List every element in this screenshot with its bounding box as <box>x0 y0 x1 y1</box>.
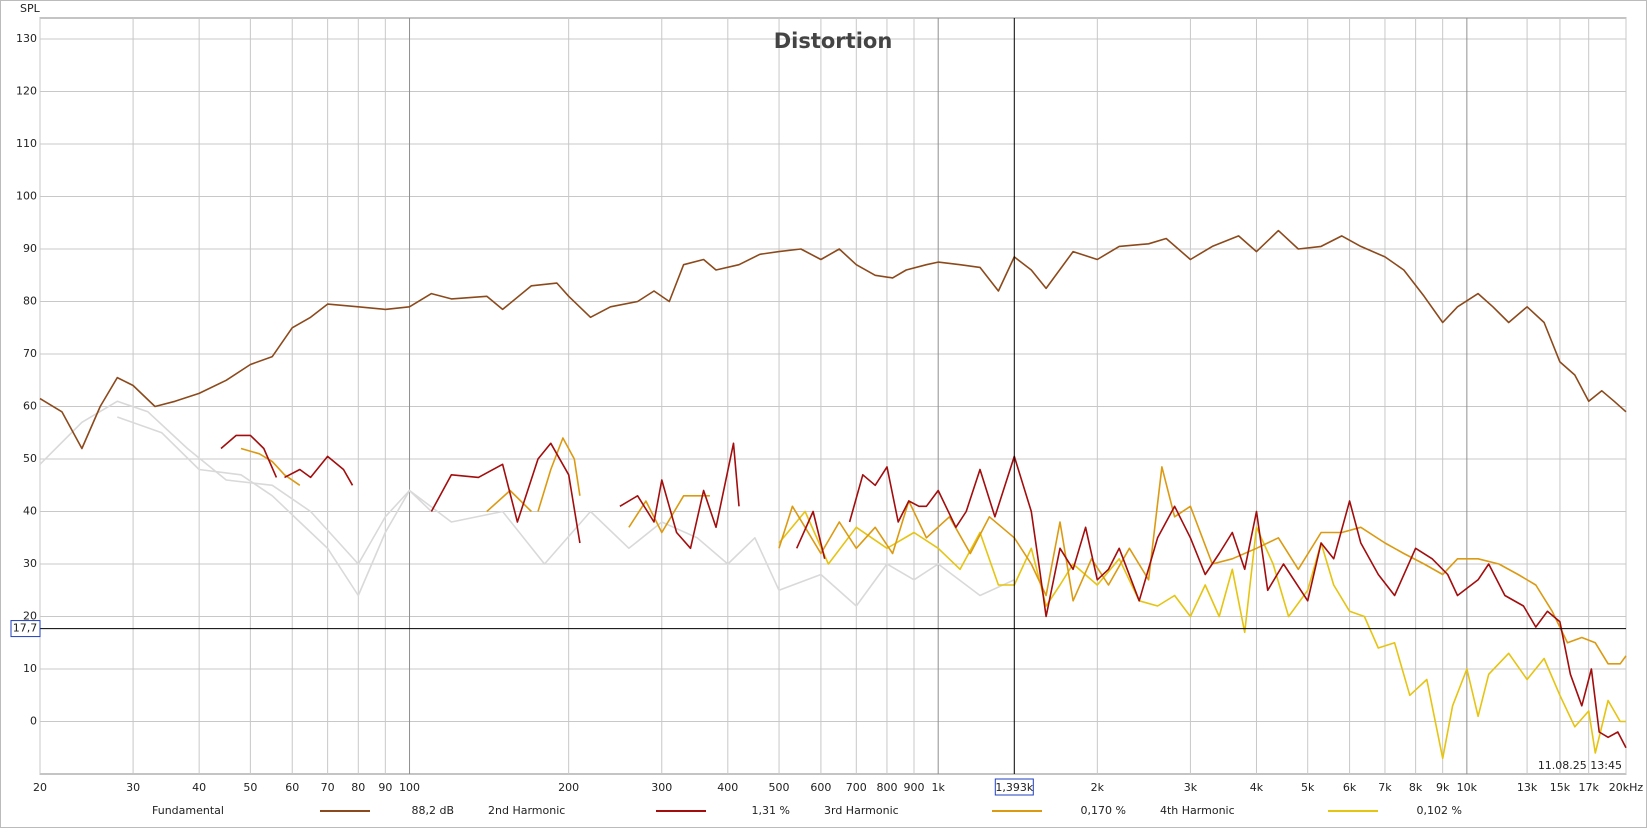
cursor-y-label: 17,7 <box>13 622 38 635</box>
x-tick-label: 700 <box>846 781 867 794</box>
y-tick-label: 60 <box>23 400 37 413</box>
legend-label: Fundamental <box>152 804 224 817</box>
y-tick-label: 120 <box>16 85 37 98</box>
y-tick-label: 130 <box>16 32 37 45</box>
x-tick-label: 400 <box>717 781 738 794</box>
x-tick-label: 20kHz <box>1609 781 1644 794</box>
x-tick-label: 300 <box>651 781 672 794</box>
x-tick-label: 5k <box>1301 781 1315 794</box>
x-tick-label: 90 <box>378 781 392 794</box>
x-tick-label: 1k <box>932 781 946 794</box>
series-line <box>220 434 1627 749</box>
cursor-y-box <box>10 620 41 638</box>
x-tick-label: 80 <box>351 781 365 794</box>
y-axis-label: SPL <box>20 2 41 15</box>
x-tick-label: 6k <box>1343 781 1357 794</box>
series-line <box>39 229 1627 450</box>
x-tick-label: 70 <box>321 781 335 794</box>
x-tick-label: 100 <box>399 781 420 794</box>
legend-readout: 0,102 % <box>1417 804 1462 817</box>
cursor-x-box <box>994 778 1034 796</box>
series-line <box>39 400 1015 607</box>
y-tick-label: 100 <box>16 190 37 203</box>
x-tick-label: 7k <box>1378 781 1392 794</box>
legend-label: 2nd Harmonic <box>488 804 565 817</box>
y-tick-label: 10 <box>23 662 37 675</box>
chart-title: Distortion <box>774 29 893 53</box>
y-tick-label: 30 <box>23 557 37 570</box>
x-tick-label: 40 <box>192 781 206 794</box>
y-tick-label: 90 <box>23 242 37 255</box>
legend-label: 4th Harmonic <box>1160 804 1235 817</box>
x-tick-label: 800 <box>876 781 897 794</box>
cursor-x-label: 1,393k <box>995 781 1033 794</box>
x-tick-label: 20 <box>33 781 47 794</box>
legend-readout: 88,2 dB <box>411 804 454 817</box>
y-tick-label: 80 <box>23 295 37 308</box>
x-tick-label: 10k <box>1457 781 1478 794</box>
timestamp: 11.08.25 13:45 <box>1538 759 1622 772</box>
x-tick-label: 60 <box>285 781 299 794</box>
x-tick-label: 30 <box>126 781 140 794</box>
x-tick-label: 3k <box>1184 781 1198 794</box>
x-tick-label: 9k <box>1436 781 1450 794</box>
x-tick-label: 4k <box>1250 781 1264 794</box>
y-tick-label: 20 <box>23 610 37 623</box>
y-tick-label: 0 <box>30 715 37 728</box>
x-tick-label: 600 <box>810 781 831 794</box>
y-tick-label: 70 <box>23 347 37 360</box>
x-tick-label: 13k <box>1517 781 1538 794</box>
y-tick-label: 50 <box>23 452 37 465</box>
series-line <box>117 416 432 597</box>
y-tick-label: 40 <box>23 505 37 518</box>
x-tick-label: 900 <box>903 781 924 794</box>
legend-label: 3rd Harmonic <box>824 804 899 817</box>
legend-readout: 0,170 % <box>1081 804 1126 817</box>
series-line <box>778 510 1626 760</box>
x-tick-label: 500 <box>769 781 790 794</box>
x-tick-label: 2k <box>1091 781 1105 794</box>
legend-readout: 1,31 % <box>752 804 790 817</box>
y-tick-label: 110 <box>16 137 37 150</box>
x-tick-label: 17k <box>1578 781 1599 794</box>
x-tick-label: 8k <box>1409 781 1423 794</box>
x-tick-label: 15k <box>1550 781 1571 794</box>
x-tick-label: 200 <box>558 781 579 794</box>
x-tick-label: 50 <box>243 781 257 794</box>
